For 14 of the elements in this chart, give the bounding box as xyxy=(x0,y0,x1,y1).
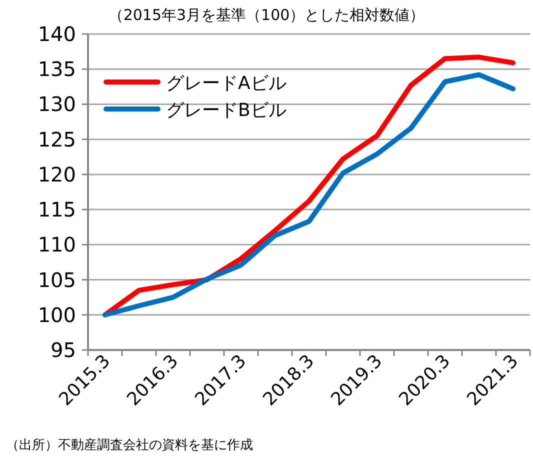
text: （出所）不動産調査会社の資料を基に作成 xyxy=(6,437,253,453)
y-tick-label: 130 xyxy=(38,92,76,116)
y-tick-label: 100 xyxy=(38,302,76,327)
y-tick-label: 125 xyxy=(38,127,76,152)
legend-label: グレードAビル xyxy=(166,73,286,94)
chart-title: （2015年3月を基準（100）とした相対数値） xyxy=(108,6,425,24)
y-tick-label: 110 xyxy=(38,232,76,257)
y-tick-label: 140 xyxy=(38,22,76,46)
y-tick-label: 95 xyxy=(50,338,76,362)
y-tick-label: 105 xyxy=(38,268,76,292)
y-tick-label: 135 xyxy=(38,57,76,82)
y-tick-label: 115 xyxy=(38,198,76,222)
y-tick-label: 120 xyxy=(38,162,76,186)
legend-label: グレードBビル xyxy=(166,100,286,121)
